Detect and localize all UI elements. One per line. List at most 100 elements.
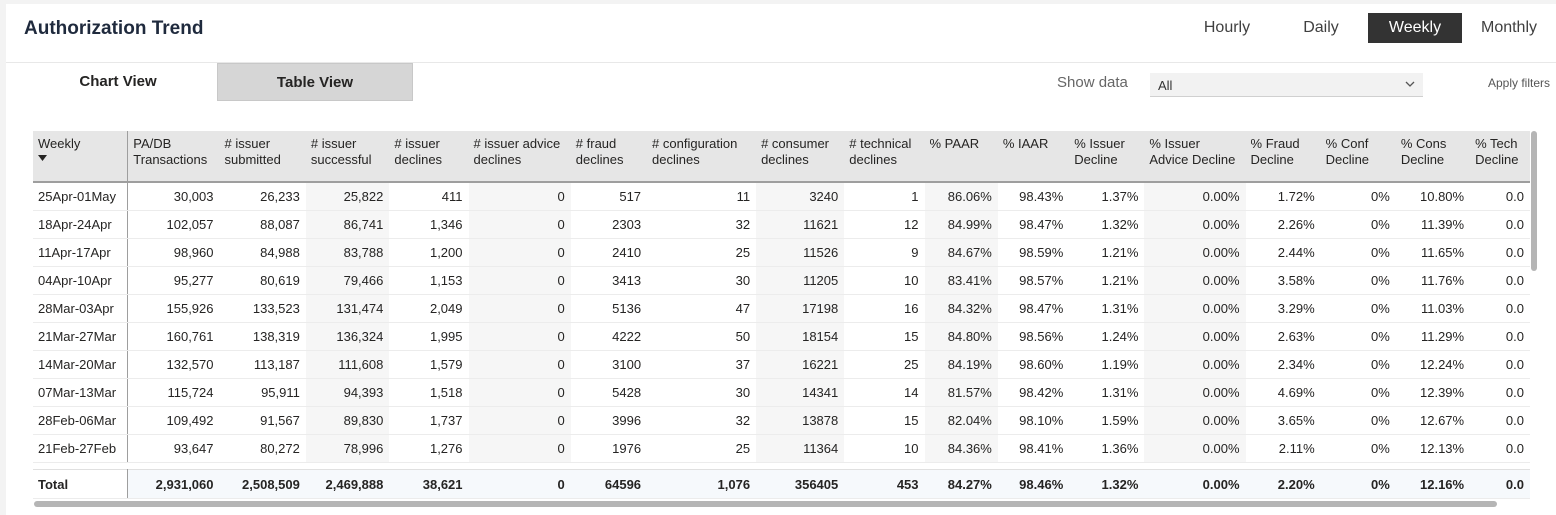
table-row[interactable]: 28Feb-06Mar 109,492 91,567 89,830 1,737 0 3996… [33, 406, 1530, 435]
table-cell: 0% [1320, 469, 1396, 499]
table-cell: 0 [468, 434, 571, 463]
table-cell: 84.19% [924, 350, 998, 379]
table-cell: 50 [647, 322, 757, 351]
table-cell: 1.31% [1069, 294, 1145, 323]
column-header[interactable]: # technical declines [844, 131, 925, 183]
table-cell: 131,474 [305, 294, 390, 323]
period-tab-weekly[interactable]: Weekly [1368, 13, 1462, 43]
show-data-label: Show data [1057, 74, 1128, 91]
table-cell: 12.16% [1395, 469, 1471, 499]
table-row[interactable]: 21Mar-27Mar 160,761 138,319 136,324 1,995 0 42… [33, 322, 1530, 351]
column-header-weekly[interactable]: Weekly [33, 131, 129, 183]
table-cell: 15 [844, 406, 925, 435]
table-cell: 1.21% [1069, 266, 1145, 295]
table-cell: 0.00% [1144, 182, 1246, 211]
table-row[interactable]: 18Apr-24Apr 102,057 88,087 86,741 1,346 0 2303… [33, 210, 1530, 239]
table-cell: 0 [468, 210, 571, 239]
table-total-row[interactable]: Total 2,931,060 2,508,509 2,469,888 38,621 0 6… [33, 469, 1530, 499]
table-cell: 16221 [756, 350, 845, 379]
table-row[interactable]: 11Apr-17Apr 98,960 84,988 83,788 1,200 0 2410 2… [33, 238, 1530, 267]
table-row[interactable]: 25Apr-01May 30,003 26,233 25,822 411 0 517 11 32… [33, 182, 1530, 211]
table-row[interactable]: 04Apr-10Apr 95,277 80,619 79,466 1,153 0 3413 3… [33, 266, 1530, 295]
table-cell: 11 [647, 182, 757, 211]
column-header[interactable]: % Issuer Decline [1069, 131, 1145, 183]
column-header[interactable]: # issuer submitted [219, 131, 306, 183]
table-cell: 0% [1320, 182, 1396, 211]
table-cell: 1,076 [647, 469, 757, 499]
table-row[interactable]: 28Mar-03Apr 155,926 133,523 131,474 2,049 0 51… [33, 294, 1530, 323]
vertical-scrollbar[interactable] [1531, 131, 1537, 271]
table-cell: 2.20% [1245, 469, 1321, 499]
table-view-tab[interactable]: Table View [217, 63, 413, 101]
table-cell: 2.26% [1245, 210, 1321, 239]
column-header[interactable]: % Fraud Decline [1245, 131, 1321, 183]
table-cell: 2,469,888 [305, 469, 390, 499]
column-header[interactable]: % PAAR [924, 131, 998, 183]
table-cell: 109,492 [127, 406, 220, 435]
table-cell: 0% [1320, 378, 1396, 407]
table-cell: 3.65% [1245, 406, 1321, 435]
column-header-label: PA/DB Transactions [133, 136, 208, 167]
table-cell: 18154 [756, 322, 845, 351]
table-cell: 12 [844, 210, 925, 239]
table-cell: 11205 [756, 266, 845, 295]
table-cell: 1.32% [1069, 469, 1145, 499]
column-header-label: # issuer advice declines [473, 136, 561, 167]
apply-filters-button[interactable]: Apply filters [1487, 76, 1550, 90]
column-header[interactable]: # issuer declines [389, 131, 469, 183]
column-header[interactable]: # fraud declines [570, 131, 648, 183]
column-header[interactable]: # configuration declines [647, 131, 757, 183]
table-cell: 2,931,060 [127, 469, 220, 499]
table-cell: 32 [647, 406, 757, 435]
column-header-label: % Tech Decline [1475, 136, 1519, 167]
table-cell: 89,830 [305, 406, 390, 435]
table-cell: 84,988 [219, 238, 306, 267]
table-cell: 3.29% [1245, 294, 1321, 323]
table-row[interactable]: 07Mar-13Mar 115,724 95,911 94,393 1,518 0 5428… [33, 378, 1530, 407]
column-header[interactable]: % Tech Decline [1470, 131, 1530, 183]
table-cell: 5428 [570, 378, 648, 407]
table-cell: 0 [468, 294, 571, 323]
table-cell: 11.76% [1395, 266, 1471, 295]
table-row[interactable]: 14Mar-20Mar 132,570 113,187 111,608 1,579 0 31… [33, 350, 1530, 379]
row-label-cell: 07Mar-13Mar [33, 378, 129, 407]
row-label-cell: 25Apr-01May [33, 182, 129, 211]
column-header[interactable]: % Conf Decline [1320, 131, 1396, 183]
table-row[interactable]: 21Feb-27Feb 93,647 80,272 78,996 1,276 0 1976 2… [33, 434, 1530, 463]
column-header[interactable]: # issuer advice declines [468, 131, 571, 183]
row-label-cell: 18Apr-24Apr [33, 210, 129, 239]
column-header[interactable]: # issuer successful [305, 131, 390, 183]
show-data-dropdown[interactable]: All [1150, 73, 1423, 97]
chart-view-tab[interactable]: Chart View [79, 73, 157, 90]
table-cell: 133,523 [219, 294, 306, 323]
table-cell: 64596 [570, 469, 648, 499]
table-cell: 83,788 [305, 238, 390, 267]
table-cell: 1.24% [1069, 322, 1145, 351]
column-header[interactable]: PA/DB Transactions [127, 131, 220, 183]
table-cell: 1,153 [389, 266, 469, 295]
column-header-label: % Cons Decline [1400, 136, 1447, 167]
column-header[interactable]: % IAAR [997, 131, 1070, 183]
period-tab-monthly[interactable]: Monthly [1480, 19, 1538, 36]
table-cell: 2.11% [1245, 434, 1321, 463]
table-cell: 517 [570, 182, 648, 211]
table-cell: 98.47% [997, 294, 1070, 323]
horizontal-scrollbar[interactable] [34, 501, 1497, 507]
table-cell: 4.69% [1245, 378, 1321, 407]
table-cell: 84.32% [924, 294, 998, 323]
table-cell: 4222 [570, 322, 648, 351]
column-header[interactable]: % Issuer Advice Decline [1144, 131, 1246, 183]
table-cell: 94,393 [305, 378, 390, 407]
table-cell: 1.37% [1069, 182, 1145, 211]
table-cell: 30 [647, 266, 757, 295]
table-cell: 2,508,509 [219, 469, 306, 499]
period-tab-daily[interactable]: Daily [1303, 19, 1339, 36]
period-tab-hourly[interactable]: Hourly [1203, 19, 1251, 36]
table-cell: 83.41% [924, 266, 998, 295]
column-header[interactable]: % Cons Decline [1395, 131, 1471, 183]
table-cell: 0.00% [1144, 350, 1246, 379]
table-cell: 1,995 [389, 322, 469, 351]
row-label-cell: 28Feb-06Mar [33, 406, 129, 435]
table-cell: 0.0 [1470, 406, 1530, 435]
column-header[interactable]: # consumer declines [756, 131, 845, 183]
